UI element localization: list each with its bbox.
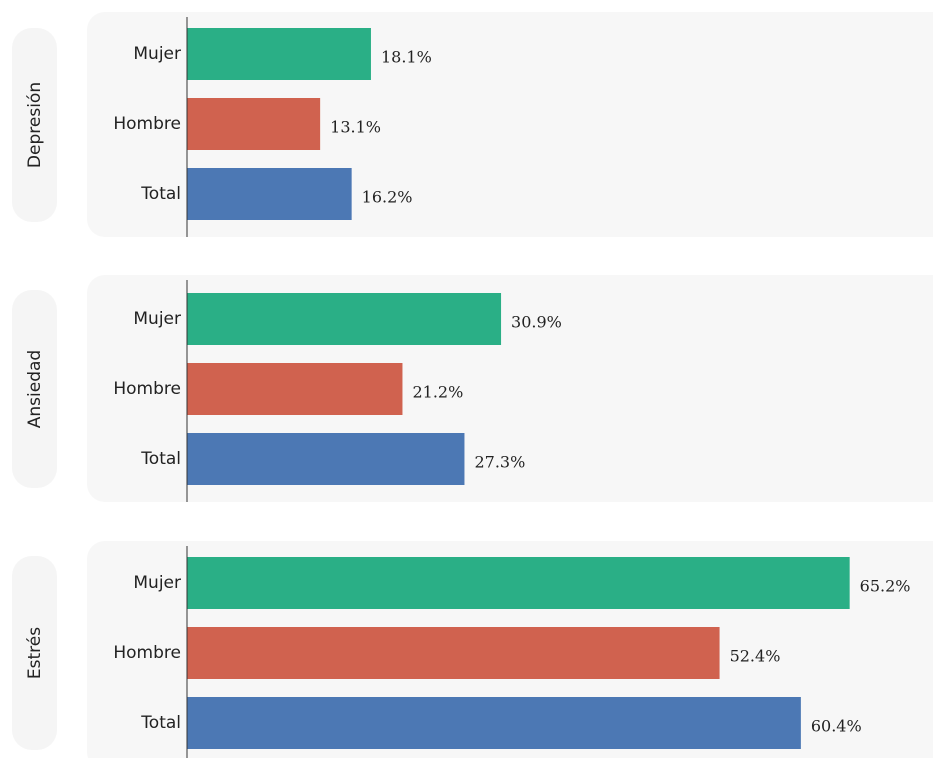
value-label: 18.1% [381, 48, 432, 67]
category-label: Hombre [113, 114, 181, 134]
bar [187, 557, 850, 609]
value-label: 30.9% [511, 313, 562, 332]
value-label: 21.2% [412, 383, 463, 402]
side-label-pill [12, 28, 57, 222]
category-label: Hombre [113, 379, 181, 399]
side-label: Depresión [25, 82, 45, 168]
category-label: Mujer [133, 309, 181, 329]
bar [187, 168, 352, 220]
bar [187, 627, 720, 679]
category-label: Total [140, 184, 181, 204]
value-label: 60.4% [811, 717, 862, 736]
category-label: Total [140, 713, 181, 733]
side-label: Ansiedad [25, 350, 45, 428]
bar [187, 293, 502, 345]
bar [187, 28, 371, 80]
side-label: Estrés [25, 627, 45, 679]
category-label: Mujer [133, 573, 181, 593]
bar [187, 433, 465, 485]
category-label: Mujer [133, 44, 181, 64]
value-label: 27.3% [474, 453, 525, 472]
value-label: 13.1% [330, 118, 381, 137]
side-label-pill [12, 556, 57, 750]
bar [187, 98, 321, 150]
bar [187, 363, 403, 415]
bar [187, 697, 801, 749]
side-label-pill [12, 290, 57, 488]
category-label: Total [140, 449, 181, 469]
value-label: 16.2% [362, 188, 413, 207]
value-label: 65.2% [860, 577, 911, 596]
category-label: Hombre [113, 643, 181, 663]
value-label: 52.4% [730, 647, 781, 666]
